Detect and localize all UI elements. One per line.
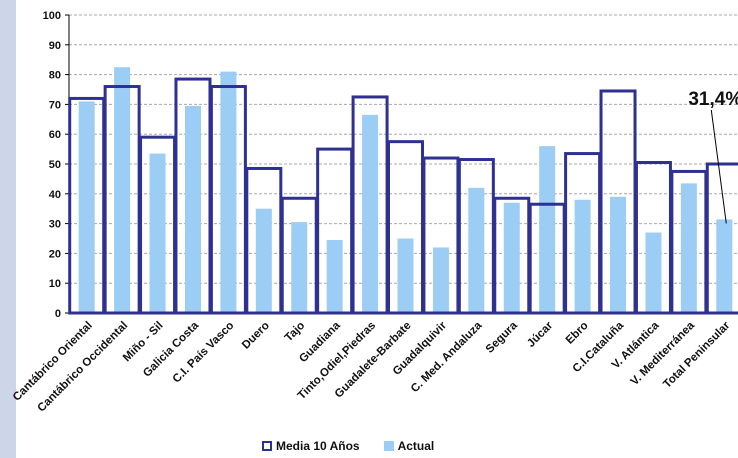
annotation-label: 31,4% [688, 89, 738, 110]
legend-label-media: Media 10 Años [276, 439, 360, 453]
bar-actual [114, 67, 131, 314]
bar-actual [645, 232, 662, 313]
y-tick-label: 100 [43, 10, 61, 22]
bar-media [705, 162, 738, 315]
bar-actual [397, 238, 414, 313]
bar-actual [610, 196, 627, 313]
x-tick-label: C.I. País Vasco [171, 320, 237, 386]
y-tick-label: 40 [49, 189, 61, 201]
legend: Media 10 Años Actual [262, 438, 458, 454]
bar-actual [326, 239, 343, 313]
x-tick-label: Júcar [525, 319, 556, 350]
y-tick-label: 70 [49, 99, 61, 111]
bar-actual [468, 187, 485, 313]
y-tick-label: 0 [55, 308, 61, 320]
bar-actual [78, 101, 95, 313]
x-tick-label: C. Med. Andaluza [409, 319, 485, 395]
y-tick-label: 20 [49, 248, 61, 260]
x-tick-label: Total Peninsular [661, 319, 733, 391]
y-tick-label: 80 [49, 70, 61, 82]
x-tick-label: Ebro [564, 320, 591, 347]
y-tick-label: 90 [49, 40, 61, 52]
left-side-strip [0, 0, 16, 458]
x-tick-label: Duero [240, 320, 272, 352]
y-tick-label: 50 [49, 159, 61, 171]
bar-actual [362, 114, 379, 313]
bar-actual [716, 219, 733, 313]
legend-label-actual: Actual [397, 439, 435, 453]
legend-swatch-fill [383, 441, 394, 451]
bar-actual [680, 183, 697, 313]
bar-actual [291, 222, 308, 313]
x-tick-label: Tajo [283, 320, 308, 345]
bar-actual [255, 208, 272, 313]
x-tick-label: Segura [484, 319, 520, 355]
y-tick-label: 10 [49, 278, 61, 290]
annotations: 31,4% [688, 89, 738, 224]
legend-swatch-outline [262, 441, 272, 451]
y-tick-label: 30 [49, 219, 61, 231]
y-tick-label: 60 [49, 129, 61, 141]
bar-actual [432, 247, 449, 313]
bar-actual [503, 202, 520, 313]
bar-actual [184, 105, 201, 313]
legend-item-media: Media 10 Años [262, 439, 360, 453]
bar-actual [574, 199, 591, 313]
bars [68, 67, 738, 315]
legend-item-actual: Actual [383, 439, 435, 453]
x-tick-label: V. Mediterránea [629, 319, 698, 388]
bar-actual [539, 146, 556, 313]
annotation-leader-line [710, 109, 727, 224]
bar-actual [220, 71, 237, 314]
bar-actual [149, 153, 166, 313]
